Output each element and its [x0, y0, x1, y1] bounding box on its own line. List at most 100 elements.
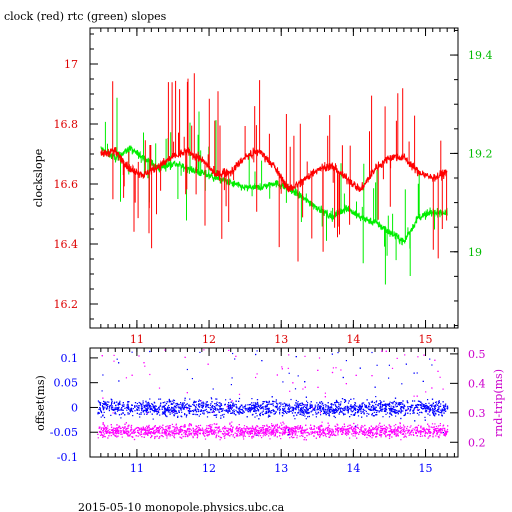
scatter-point-magenta — [127, 427, 129, 429]
scatter-point-blue — [439, 405, 442, 407]
scatter-point-blue — [325, 404, 327, 406]
scatter-point-blue — [444, 409, 446, 411]
scatter-point-magenta — [420, 427, 422, 429]
scatter-point-magenta — [439, 429, 442, 431]
scatter-point-blue — [414, 407, 416, 409]
scatter-point-blue — [250, 409, 252, 411]
scatter-point-magenta — [380, 428, 382, 430]
scatter-point-blue — [336, 400, 338, 402]
scatter-point-blue — [418, 409, 420, 411]
scatter-point-blue — [371, 413, 373, 416]
scatter-point-blue — [319, 409, 321, 411]
scatter-point-magenta — [301, 426, 303, 428]
scatter-point-blue — [142, 403, 144, 405]
scatter-point-magenta — [292, 430, 294, 432]
scatter-point-magenta — [376, 427, 378, 429]
bottom-y-tick-label: 0.1 — [61, 352, 79, 365]
scatter-point-blue — [345, 360, 347, 362]
scatter-point-blue — [187, 407, 189, 409]
scatter-point-magenta — [266, 431, 268, 434]
scatter-point-magenta — [384, 430, 386, 432]
scatter-point-blue — [418, 414, 420, 416]
scatter-point-blue — [314, 409, 316, 411]
scatter-point-magenta — [238, 424, 240, 426]
scatter-point-magenta — [115, 432, 117, 434]
scatter-point-blue — [122, 405, 124, 407]
scatter-point-blue — [206, 401, 208, 403]
scatter-point-magenta — [300, 427, 302, 429]
scatter-point-blue — [407, 408, 409, 410]
scatter-point-magenta — [395, 435, 397, 437]
scatter-point-magenta — [299, 435, 301, 437]
scatter-point-magenta — [101, 434, 103, 436]
scatter-point-blue — [381, 410, 383, 412]
scatter-point-blue — [420, 411, 422, 413]
scatter-point-magenta — [99, 426, 101, 428]
scatter-point-blue — [326, 408, 328, 411]
scatter-point-magenta — [124, 432, 126, 434]
scatter-point-magenta — [370, 430, 372, 432]
scatter-point-magenta — [396, 434, 398, 436]
scatter-point-magenta — [134, 428, 136, 430]
scatter-point-magenta — [137, 429, 139, 432]
scatter-point-magenta — [385, 436, 387, 438]
scatter-point-blue — [175, 412, 177, 414]
scatter-point-magenta — [302, 435, 304, 437]
scatter-point-magenta — [399, 427, 401, 429]
scatter-point-blue — [262, 408, 265, 410]
scatter-point-magenta — [231, 428, 233, 430]
scatter-point-magenta — [144, 365, 146, 367]
scatter-point-magenta — [188, 431, 190, 433]
scatter-point-magenta — [184, 430, 186, 432]
scatter-point-blue — [340, 408, 342, 410]
scatter-point-blue — [421, 405, 423, 407]
scatter-point-blue — [444, 406, 446, 408]
scatter-point-magenta — [360, 427, 362, 429]
scatter-point-magenta — [107, 430, 109, 432]
scatter-point-magenta — [124, 430, 126, 432]
scatter-point-blue — [108, 405, 110, 408]
scatter-point-blue — [223, 416, 225, 418]
scatter-point-magenta — [237, 435, 239, 437]
scatter-point-blue — [353, 407, 355, 409]
scatter-point-magenta — [277, 430, 279, 432]
scatter-point-magenta — [209, 430, 211, 432]
scatter-point-magenta — [177, 432, 179, 434]
scatter-point-magenta — [218, 430, 220, 432]
scatter-point-blue — [118, 403, 120, 405]
scatter-point-magenta — [215, 423, 217, 425]
scatter-point-magenta — [322, 429, 324, 431]
scatter-point-magenta — [348, 429, 350, 431]
scatter-point-blue — [296, 405, 298, 407]
scatter-point-magenta — [271, 431, 273, 433]
scatter-point-blue — [242, 411, 244, 413]
scatter-point-magenta — [416, 409, 419, 411]
scatter-point-blue — [106, 407, 108, 409]
scatter-point-magenta — [413, 395, 415, 397]
scatter-point-blue — [302, 410, 304, 412]
scatter-point-magenta — [402, 428, 405, 430]
scatter-point-magenta — [428, 429, 430, 431]
scatter-point-magenta — [107, 425, 109, 427]
scatter-point-blue — [316, 413, 318, 415]
scatter-point-blue — [438, 414, 440, 416]
scatter-point-magenta — [340, 427, 343, 429]
scatter-point-blue — [181, 407, 183, 409]
scatter-point-blue — [123, 404, 125, 406]
scatter-point-blue — [171, 410, 173, 412]
scatter-point-magenta — [381, 431, 383, 433]
scatter-point-magenta — [332, 429, 334, 431]
scatter-point-blue — [440, 409, 442, 411]
scatter-point-magenta — [415, 426, 417, 428]
scatter-point-magenta — [149, 373, 151, 376]
scatter-point-magenta — [341, 433, 343, 435]
scatter-point-magenta — [369, 432, 371, 434]
scatter-point-magenta — [174, 427, 176, 429]
scatter-point-magenta — [293, 432, 295, 434]
scatter-point-magenta — [442, 424, 445, 426]
scatter-point-blue — [294, 404, 296, 406]
scatter-point-magenta — [368, 431, 370, 433]
scatter-point-magenta — [320, 424, 323, 426]
scatter-point-blue — [291, 406, 293, 408]
scatter-point-blue — [363, 413, 365, 415]
